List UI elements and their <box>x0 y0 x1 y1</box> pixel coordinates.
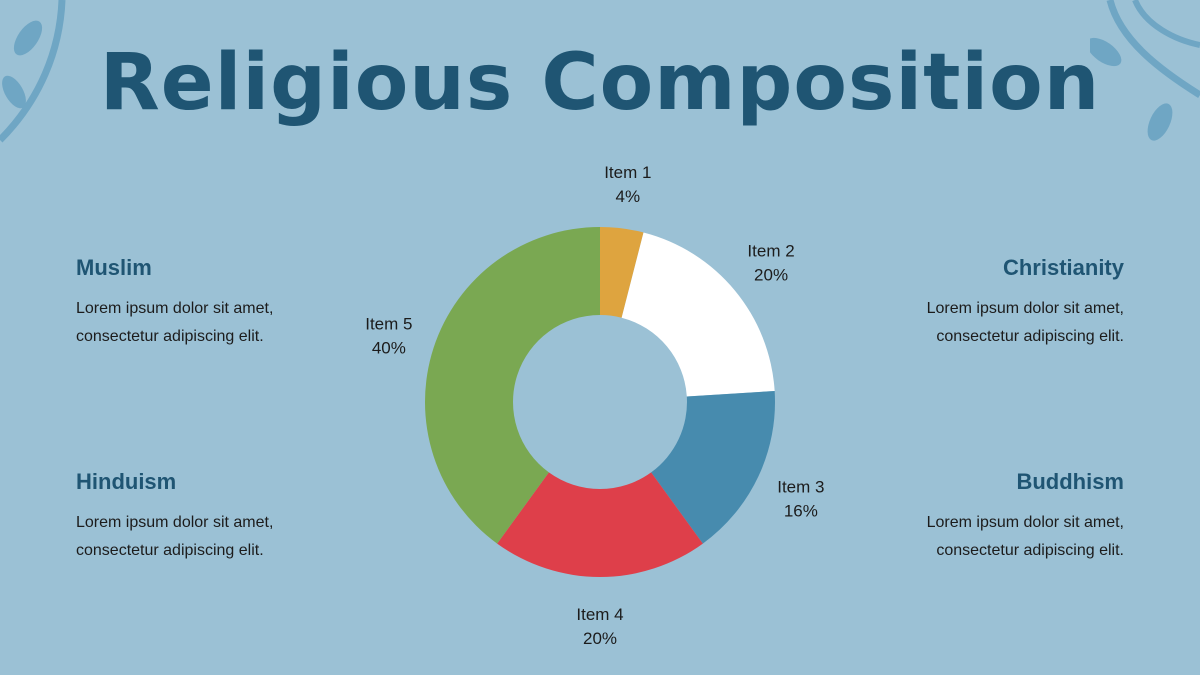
slice-value-label-1: 4% <box>616 187 641 206</box>
slice-value-label-5: 40% <box>372 338 406 357</box>
text-block-buddhism: Buddhism Lorem ipsum dolor sit amet, con… <box>864 469 1124 565</box>
donut-slice-3 <box>651 391 775 544</box>
donut-slice-1 <box>600 227 644 318</box>
slice-value-label-2: 20% <box>754 265 788 284</box>
slice-label-1: Item 1 <box>604 163 651 182</box>
block-text: Lorem ipsum dolor sit amet, consectetur … <box>76 300 274 345</box>
slice-value-label-3: 16% <box>784 502 818 521</box>
slice-value-label-4: 20% <box>583 629 617 648</box>
block-heading: Buddhism <box>1016 469 1124 494</box>
block-text: Lorem ipsum dolor sit amet, consectetur … <box>926 300 1124 345</box>
page-title: Religious Composition <box>99 38 1101 128</box>
slice-label-2: Item 2 <box>747 241 794 260</box>
text-block-christianity: Christianity Lorem ipsum dolor sit amet,… <box>864 255 1124 351</box>
block-heading: Muslim <box>76 255 152 280</box>
vine-decoration-top-right <box>1090 0 1200 141</box>
slice-label-5: Item 5 <box>365 314 412 333</box>
slice-label-3: Item 3 <box>777 478 824 497</box>
block-text: Lorem ipsum dolor sit amet, consectetur … <box>76 514 274 559</box>
slice-label-4: Item 4 <box>576 605 623 624</box>
donut-slice-2 <box>621 232 775 397</box>
block-heading: Christianity <box>1002 255 1124 280</box>
block-text: Lorem ipsum dolor sit amet, consectetur … <box>926 514 1124 559</box>
donut-slice-5 <box>425 227 600 544</box>
donut-slice-4 <box>497 472 703 578</box>
vine-decoration-top-left <box>0 0 66 143</box>
block-heading: Hinduism <box>76 469 177 494</box>
text-block-muslim: Muslim Lorem ipsum dolor sit amet, conse… <box>76 255 336 351</box>
text-block-hinduism: Hinduism Lorem ipsum dolor sit amet, con… <box>76 469 336 565</box>
